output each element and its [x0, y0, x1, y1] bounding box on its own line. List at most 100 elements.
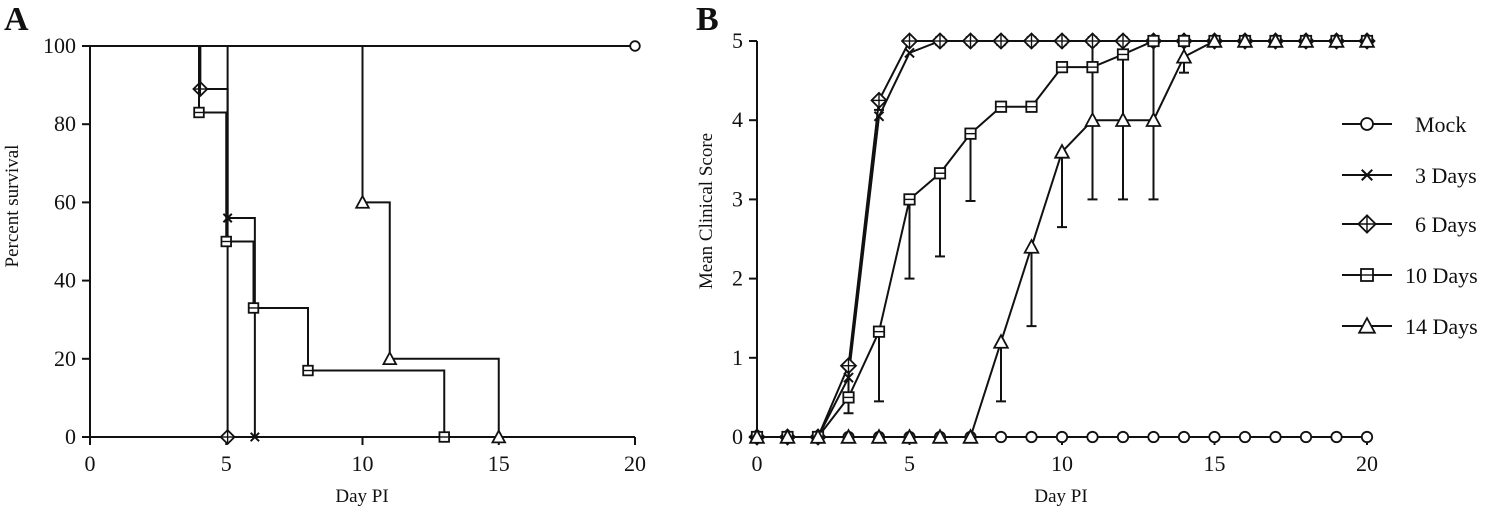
- panel-b-series-10-days-marker-11: [1086, 61, 1099, 74]
- panel-b-series-6-days-marker-12: [1114, 32, 1132, 50]
- panel-b-series-mock-marker-11: [1086, 430, 1099, 444]
- legend-item-mock: Mock: [1342, 112, 1466, 137]
- panel-b-series-14-days-marker-5: [901, 428, 918, 444]
- panel-b-series-14-days-marker-12: [1114, 111, 1132, 127]
- panel-a-x-tick-label-10: 10: [352, 451, 374, 476]
- legend-label-3-days: 3 Days: [1415, 163, 1477, 188]
- panel-b-series-10-days-marker-5: [903, 193, 916, 206]
- panel-a-series-mock-marker-0: [629, 40, 641, 52]
- legend-item-6-days: 6 Days: [1342, 212, 1477, 237]
- panel-b-series-10-days-marker-9: [1025, 100, 1038, 113]
- legend-item-10-days: 10 Days: [1342, 263, 1478, 288]
- panel-b-x-tick-label-10: 10: [1051, 451, 1073, 476]
- panel-a-x-tick-label-5: 5: [221, 451, 232, 476]
- legend-symbol-3-days: [1361, 169, 1373, 181]
- panel-b-series-10-days-marker-10: [1055, 61, 1069, 74]
- legend-label-14-days: 14 Days: [1405, 314, 1478, 339]
- panel-b-series-10-days-marker-12: [1116, 48, 1130, 61]
- legend-marker-10-days: [1360, 268, 1374, 282]
- panel-b-series-14-days-marker-19: [1328, 32, 1345, 48]
- panel-b-y-tick-label-1: 1: [732, 345, 743, 370]
- panel-a-series-10-days-marker-3: [302, 364, 314, 377]
- panel-b-series-14-days-marker-0: [748, 428, 766, 444]
- panel-b-series-14-days-marker-10: [1053, 143, 1071, 159]
- panel-a-series-14-days-marker-0: [354, 194, 371, 209]
- legend: Mock 3 Days 6 Days 10 Days 14 Days: [1342, 112, 1478, 339]
- panel-a-series-10-days-marker-2: [247, 302, 260, 314]
- legend-symbol-10-days: [1360, 268, 1374, 282]
- panel-b-letter: B: [696, 1, 719, 38]
- panel-a-series: [90, 40, 641, 446]
- panel-a-x-tick-label-0: 0: [85, 451, 96, 476]
- panel-b-series-14-days-marker-14: [1175, 48, 1193, 64]
- panel-b-x-tick-label-15: 15: [1204, 451, 1226, 476]
- panel-a-series-6-days-marker-0: [192, 80, 209, 98]
- panel-b-series-6-days-marker-4: [870, 91, 888, 110]
- panel-b-series-14-days-marker-3: [840, 428, 857, 444]
- panel-b: B 0 1 2 3 4 5 0 5 10 15 20 Day PI Mean Clinical Sc…: [696, 1, 1378, 507]
- panel-b-y-tick-label-4: 4: [732, 107, 743, 132]
- panel-b-series-10-days-marker-3: [842, 391, 855, 404]
- panel-b-y-tick-label-0: 0: [732, 424, 743, 449]
- panel-b-series-14-days-marker-17: [1267, 32, 1284, 48]
- panel-b-series-mock-marker-20: [1360, 430, 1374, 444]
- panel-a-y-tick-label-60: 60: [54, 189, 76, 214]
- panel-a-y-tick-label-80: 80: [54, 111, 76, 136]
- panel-a-y-tick-label-40: 40: [54, 268, 76, 293]
- panel-a-series-14-days-marker-1: [381, 350, 398, 366]
- panel-b-series-6-days-marker-6: [931, 32, 949, 50]
- panel-b-series-mock-marker-13: [1147, 430, 1160, 444]
- panel-b-x-tick-label-0: 0: [752, 451, 763, 476]
- legend-symbol-mock: [1360, 117, 1374, 131]
- panel-b-series-14-days-marker-15: [1206, 32, 1223, 48]
- panel-b-series-14-days-marker-2: [809, 428, 827, 444]
- panel-b-series-mock-marker-12: [1116, 430, 1130, 444]
- legend-label-6-days: 6 Days: [1415, 212, 1477, 237]
- panel-b-series-mock-marker-14: [1177, 430, 1191, 444]
- panel-b-series-14-days-marker-9: [1023, 238, 1040, 254]
- panel-b-y-tick-label-2: 2: [732, 266, 743, 291]
- panel-b-series-6-days-marker-11: [1083, 32, 1102, 50]
- panel-b-series-10-days-marker-4: [872, 325, 886, 338]
- panel-b-series-14-days-marker-8: [992, 333, 1010, 349]
- panel-b-series-3-days-marker-5-b: [904, 47, 915, 59]
- panel-a-y-tick-label-100: 100: [43, 33, 76, 58]
- legend-marker-14-days: [1357, 316, 1377, 334]
- panel-b-series-6-days-marker-10: [1053, 32, 1071, 50]
- panel-b-series-mock-marker-8: [994, 430, 1008, 444]
- panel-b-x-tick-label-20: 20: [1356, 451, 1378, 476]
- panel-b-series-mock-marker-19: [1330, 430, 1343, 444]
- panel-b-series-14-days-marker-16: [1236, 32, 1254, 48]
- panel-a: A 0 20 40 60 80 100 0 5 10 15 20 Day PI Percent su…: [2, 1, 646, 507]
- legend-marker-3-days: [1361, 169, 1373, 181]
- panel-b-series-10-days-marker-13: [1147, 34, 1160, 48]
- panel-b-series-14-days-marker-18: [1297, 32, 1315, 48]
- legend-symbol-3-days-b: [1361, 169, 1373, 181]
- panel-b-series-mock-marker-16: [1238, 430, 1252, 444]
- panel-b-series-14-days-marker-20: [1358, 32, 1376, 48]
- panel-b-series-10-days-marker-6: [933, 167, 947, 180]
- panel-a-series-14-days-line: [90, 45, 500, 437]
- legend-label-mock: Mock: [1415, 112, 1466, 137]
- panel-b-series-mock-marker-15: [1208, 430, 1221, 444]
- legend-item-3-days: 3 Days: [1342, 163, 1477, 188]
- panel-a-y-axis-title: Percent survival: [2, 145, 23, 268]
- legend-symbol-14-days: [1357, 316, 1377, 334]
- panel-a-series-6-days-line: [90, 45, 229, 437]
- panel-a-x-tick-label-20: 20: [624, 451, 646, 476]
- panel-b-series-14-days-marker-7: [962, 428, 979, 444]
- panel-a-series-10-days-marker-4: [438, 431, 450, 443]
- panel-b-x-axis-title: Day PI: [1034, 486, 1087, 507]
- panel-a-letter: A: [4, 1, 29, 38]
- panel-b-y-tick-label-3: 3: [732, 186, 743, 211]
- panel-b-series-mock-marker-18: [1299, 430, 1313, 444]
- legend-marker-mock: [1360, 117, 1374, 131]
- panel-a-axes: 0 20 40 60 80 100 0 5 10 15 20: [43, 33, 646, 476]
- legend-symbol-6-days: [1357, 214, 1377, 234]
- legend-label-10-days: 10 Days: [1405, 263, 1478, 288]
- panel-a-x-axis-title: Day PI: [335, 486, 388, 507]
- panel-a-series-10-days-marker-0: [193, 106, 205, 119]
- panel-b-series: [748, 32, 1376, 446]
- panel-b-y-tick-label-5: 5: [732, 28, 743, 53]
- panel-b-series-14-days-marker-4: [870, 428, 888, 444]
